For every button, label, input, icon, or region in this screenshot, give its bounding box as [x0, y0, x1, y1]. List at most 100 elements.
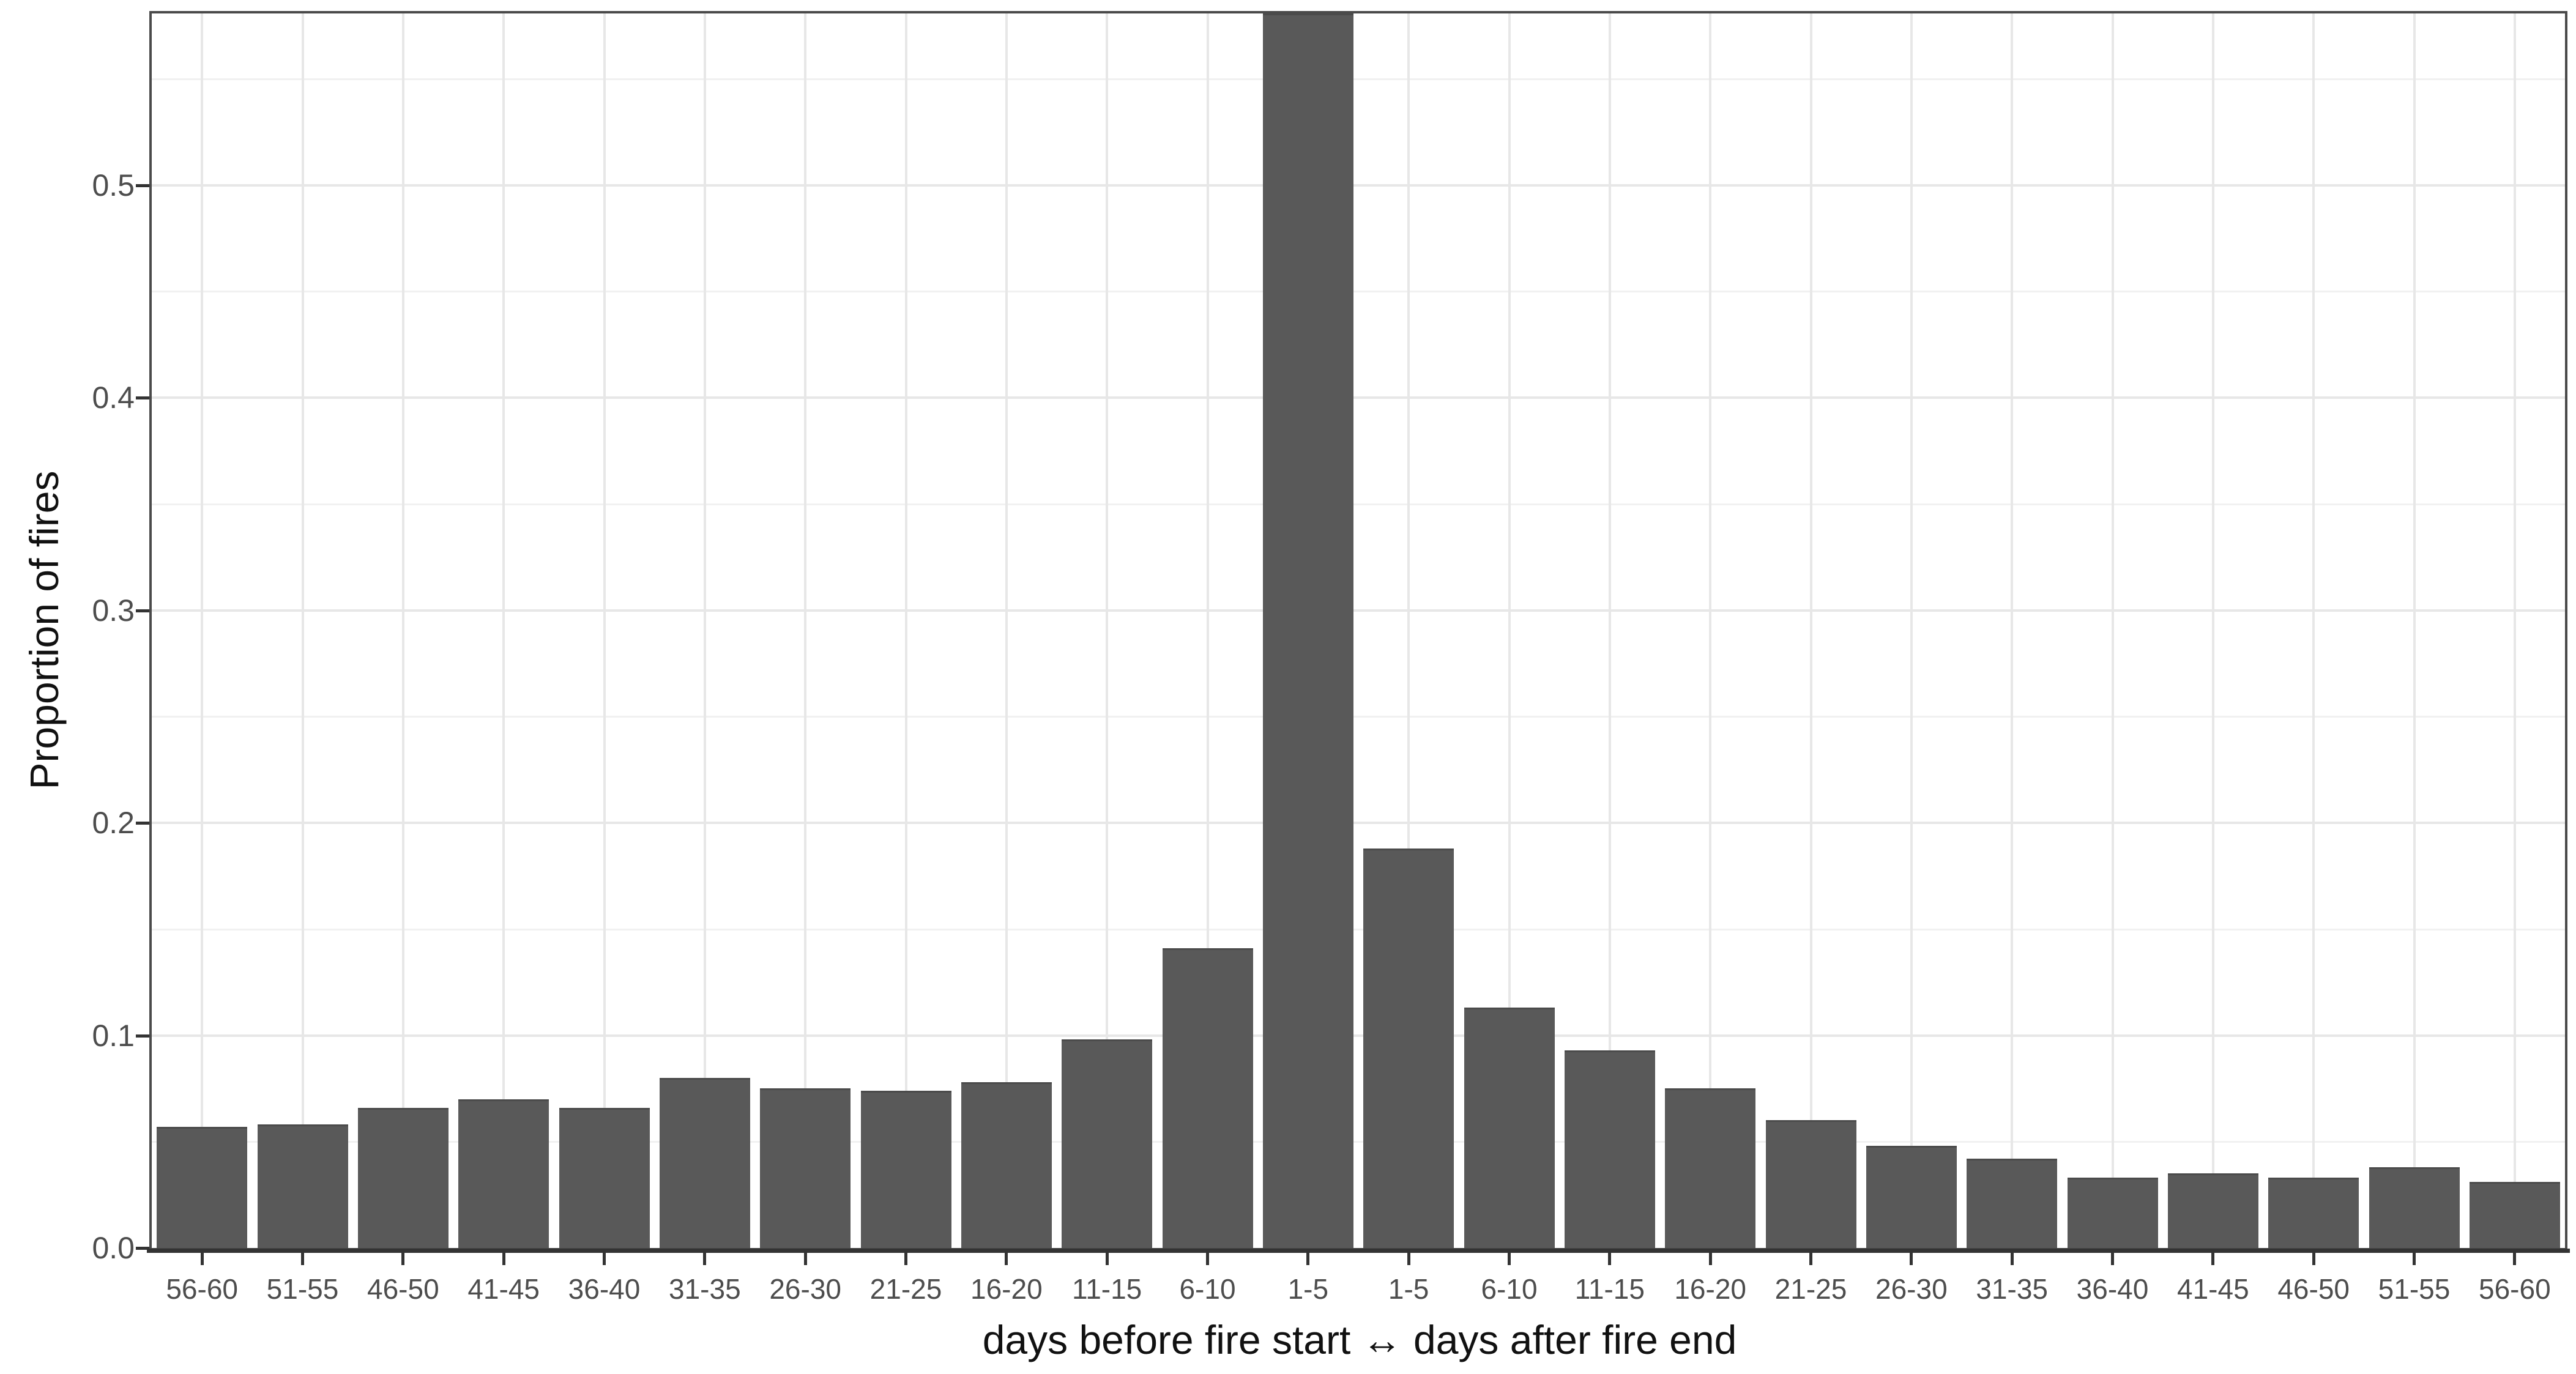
x-tick-mark: [2211, 1252, 2215, 1265]
gridline-major-vertical: [1508, 13, 1511, 1248]
x-tick-label: 41-45: [467, 1273, 540, 1305]
x-tick-label: 6-10: [1481, 1273, 1538, 1305]
bar-6-10-before: [1162, 948, 1253, 1248]
bar-21-25-after: [1765, 1120, 1856, 1248]
bar-6-10-after: [1464, 1008, 1555, 1248]
bar-21-25-before: [860, 1091, 951, 1248]
x-tick-label: 26-30: [1875, 1273, 1948, 1305]
x-tick-mark: [1708, 1252, 1712, 1265]
x-tick-label: 56-60: [2479, 1273, 2551, 1305]
gridline-major-vertical: [2211, 13, 2214, 1248]
x-tick-label: 41-45: [2177, 1273, 2249, 1305]
gridline-major-horizontal: [152, 609, 2565, 612]
y-tick-label: 0.1: [92, 1018, 135, 1053]
bar-41-45-after: [2167, 1173, 2258, 1248]
bar-41-45-before: [458, 1099, 549, 1248]
y-tick-label: 0.0: [92, 1231, 135, 1265]
gridline-major-vertical: [703, 13, 706, 1248]
y-tick-mark: [136, 1034, 149, 1038]
y-tick-label: 0.5: [92, 168, 135, 202]
x-tick-mark: [1508, 1252, 1511, 1265]
bar-31-35-after: [1967, 1159, 2058, 1248]
gridline-minor-horizontal: [152, 291, 2565, 293]
gridline-major-vertical: [201, 13, 204, 1248]
gridline-major-vertical: [401, 13, 404, 1248]
x-tick-mark: [703, 1252, 707, 1265]
x-tick-label: 21-25: [869, 1273, 942, 1305]
bar-56-60-after: [2469, 1182, 2560, 1248]
x-tick-mark: [401, 1252, 405, 1265]
gridline-major-vertical: [2111, 13, 2114, 1248]
gridline-major-vertical: [603, 13, 606, 1248]
x-tick-label: 16-20: [1674, 1273, 1746, 1305]
x-tick-mark: [1306, 1252, 1310, 1265]
gridline-major-vertical: [1809, 13, 1812, 1248]
x-axis-line: [147, 1249, 2570, 1253]
x-tick-label: 46-50: [2277, 1273, 2350, 1305]
x-tick-mark: [1910, 1252, 1913, 1265]
bar-16-20-after: [1665, 1088, 1756, 1248]
bar-11-15-before: [1062, 1039, 1153, 1248]
x-axis-title: days before fire start ↔ days after fire…: [982, 1317, 1737, 1362]
x-tick-mark: [301, 1252, 304, 1265]
bar-1-5-before: [1262, 13, 1353, 1248]
gridline-major-vertical: [1005, 13, 1008, 1248]
bar-56-60-before: [157, 1127, 248, 1248]
gridline-minor-horizontal: [152, 503, 2565, 505]
y-tick-mark: [136, 609, 149, 612]
x-tick-mark: [1809, 1252, 1812, 1265]
x-tick-label: 51-55: [2378, 1273, 2451, 1305]
bar-36-40-before: [559, 1108, 650, 1248]
x-tick-mark: [2413, 1252, 2416, 1265]
x-tick-label: 56-60: [166, 1273, 238, 1305]
gridline-major-horizontal: [152, 1034, 2565, 1037]
gridline-major-vertical: [1206, 13, 1209, 1248]
x-tick-label: 26-30: [769, 1273, 841, 1305]
gridline-major-vertical: [301, 13, 304, 1248]
gridline-major-vertical: [904, 13, 907, 1248]
x-tick-mark: [502, 1252, 505, 1265]
x-tick-label: 21-25: [1774, 1273, 1847, 1305]
x-tick-mark: [1005, 1252, 1008, 1265]
x-tick-label: 1-5: [1287, 1273, 1329, 1305]
bar-1-5-after: [1363, 849, 1454, 1248]
bar-46-50-after: [2268, 1178, 2359, 1248]
x-tick-label: 31-35: [1976, 1273, 2048, 1305]
gridline-major-horizontal: [152, 822, 2565, 824]
bar-36-40-after: [2067, 1178, 2158, 1248]
y-axis-title: Proportion of fires: [21, 470, 67, 790]
x-tick-mark: [2010, 1252, 2014, 1265]
x-tick-label: 31-35: [669, 1273, 741, 1305]
bar-51-55-before: [257, 1124, 348, 1248]
x-tick-mark: [200, 1252, 204, 1265]
gridline-major-vertical: [2413, 13, 2416, 1248]
x-tick-label: 36-40: [2076, 1273, 2149, 1305]
gridline-major-vertical: [2513, 13, 2516, 1248]
gridline-minor-horizontal: [152, 928, 2565, 930]
bar-51-55-after: [2369, 1167, 2460, 1248]
bar-26-30-after: [1866, 1146, 1957, 1248]
gridline-major-vertical: [1407, 13, 1410, 1248]
gridline-major-vertical: [804, 13, 807, 1248]
x-tick-mark: [2111, 1252, 2114, 1265]
gridline-minor-horizontal: [152, 78, 2565, 80]
x-tick-mark: [2312, 1252, 2315, 1265]
bar-16-20-before: [961, 1082, 1052, 1248]
gridline-major-vertical: [1709, 13, 1712, 1248]
x-tick-label: 11-15: [1072, 1273, 1142, 1305]
gridline-major-horizontal: [152, 396, 2565, 399]
x-tick-mark: [1206, 1252, 1209, 1265]
x-tick-mark: [2513, 1252, 2517, 1265]
x-tick-mark: [1608, 1252, 1612, 1265]
plot-panel: [149, 11, 2567, 1250]
x-tick-label: 36-40: [568, 1273, 641, 1305]
x-tick-label: 1-5: [1388, 1273, 1429, 1305]
x-tick-label: 6-10: [1179, 1273, 1236, 1305]
gridline-major-vertical: [2312, 13, 2315, 1248]
x-tick-label: 16-20: [970, 1273, 1043, 1305]
x-tick-mark: [1407, 1252, 1410, 1265]
gridline-major-vertical: [1608, 13, 1611, 1248]
x-tick-label: 46-50: [367, 1273, 439, 1305]
gridline-major-horizontal: [152, 184, 2565, 187]
